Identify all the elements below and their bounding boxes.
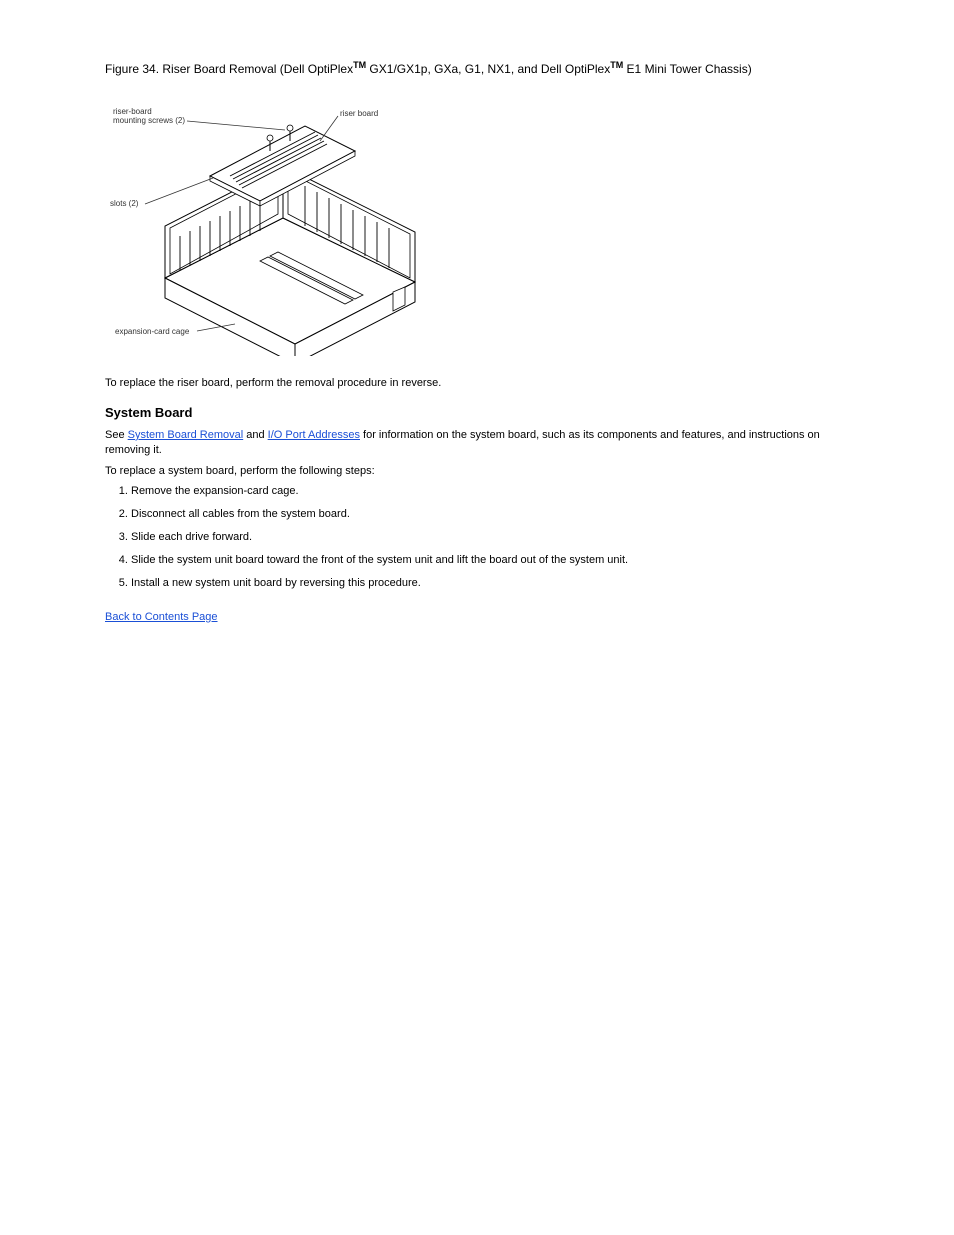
caption-mid: GX1/GX1p, GXa, G1, NX1, and Dell OptiPle… [366, 62, 610, 76]
caption-suffix: E1 Mini Tower Chassis) [623, 62, 751, 76]
tm-mark-1: TM [353, 60, 366, 70]
replacement-steps: Remove the expansion-card cage. Disconne… [105, 484, 864, 590]
caption-prefix: Figure 34. Riser Board Removal (Dell Opt… [105, 62, 353, 76]
step-item: Install a new system unit board by rever… [131, 576, 864, 591]
system-board-para2: To replace a system board, perform the f… [105, 464, 864, 479]
para1-mid: and [243, 429, 267, 441]
tm-mark-2: TM [610, 60, 623, 70]
back-to-contents-link[interactable]: Back to Contents Page [105, 611, 218, 623]
system-board-removal-link[interactable]: System Board Removal [128, 429, 244, 441]
riser-board-removal-figure: riser-board mounting screws (2) riser bo… [105, 86, 455, 356]
step-item: Remove the expansion-card cage. [131, 484, 864, 499]
step-item: Slide each drive forward. [131, 530, 864, 545]
label-riser-board-screws: riser-board mounting screws (2) [113, 107, 185, 125]
replace-riser-text: To replace the riser board, perform the … [105, 376, 864, 391]
step-item: Disconnect all cables from the system bo… [131, 507, 864, 522]
step-item: Slide the system unit board toward the f… [131, 553, 864, 568]
figure-caption: Figure 34. Riser Board Removal (Dell Opt… [105, 60, 864, 76]
io-port-addresses-link[interactable]: I/O Port Addresses [268, 429, 360, 441]
label-riser-board: riser board [340, 109, 378, 118]
system-board-para1: See System Board Removal and I/O Port Ad… [105, 428, 864, 458]
label-expansion-cage: expansion-card cage [115, 327, 190, 336]
system-board-heading: System Board [105, 405, 864, 420]
para1-prefix: See [105, 429, 128, 441]
label-slots: slots (2) [110, 199, 139, 208]
